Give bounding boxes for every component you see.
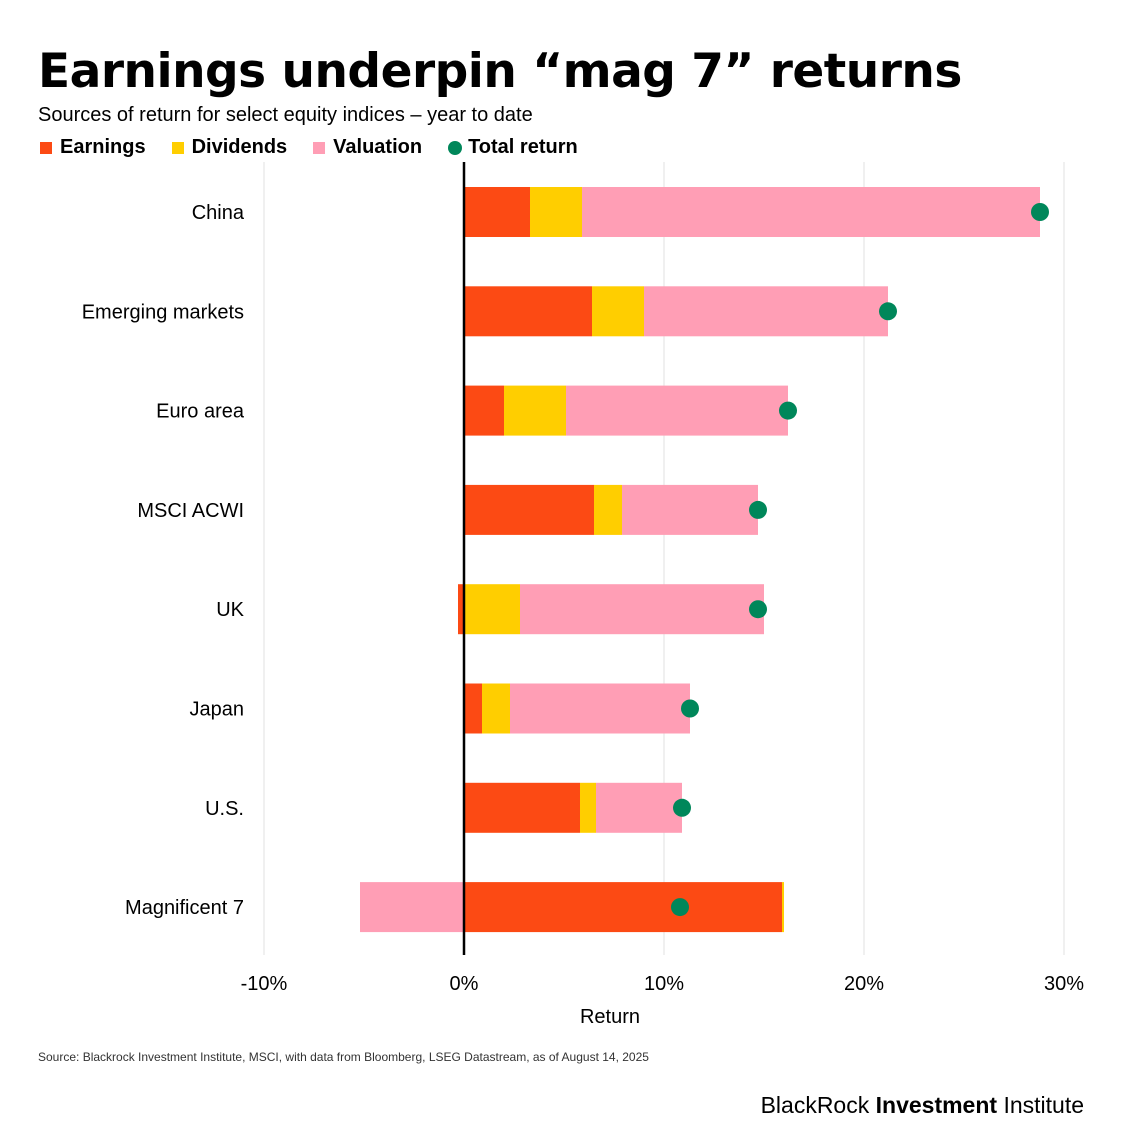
bar-earnings	[464, 683, 482, 734]
legend-label-total: Total return	[468, 136, 578, 158]
brand-bold: Investment	[875, 1092, 998, 1118]
bar-dividends	[504, 385, 566, 436]
category-label: China	[192, 202, 245, 224]
total-return-dot	[1031, 203, 1049, 221]
bar-earnings	[464, 385, 504, 436]
total-return-dot	[749, 500, 767, 519]
bar-valuation	[622, 484, 758, 535]
chart-title: Earnings underpin “mag 7” returns	[38, 44, 962, 99]
legend-label-earnings: Earnings	[60, 136, 146, 158]
bar-earnings	[464, 782, 580, 833]
legend-dot-total	[448, 140, 463, 155]
legend-swatch-valuation	[313, 141, 326, 154]
legend-item-valuation: Valuation	[313, 136, 422, 159]
source-note: Source: Blackrock Investment Institute, …	[38, 1050, 649, 1064]
bar-dividends	[580, 782, 596, 833]
total-return-dot	[749, 600, 767, 619]
legend-item-total: Total return	[448, 136, 578, 159]
legend-label-valuation: Valuation	[333, 136, 423, 158]
category-label: Magnificent 7	[125, 897, 244, 919]
legend: Earnings Dividends Valuation Total retur…	[40, 136, 604, 159]
bar-earnings	[464, 286, 592, 337]
category-label: Euro area	[156, 401, 245, 423]
category-label: Japan	[190, 699, 245, 721]
bar-dividends	[782, 882, 784, 933]
x-tick-label: -10%	[241, 973, 288, 995]
category-label: UK	[216, 599, 244, 621]
bar-valuation	[510, 683, 690, 734]
x-tick-label: 0%	[450, 973, 479, 995]
bar-dividends	[530, 187, 582, 237]
bar-earnings	[464, 484, 594, 535]
bar-dividends	[464, 584, 520, 635]
total-return-dot	[681, 699, 699, 718]
brand-suffix: Institute	[1003, 1092, 1084, 1118]
chart-subtitle: Sources of return for select equity indi…	[38, 104, 533, 126]
bar-earnings	[458, 584, 464, 635]
bar-earnings	[464, 187, 530, 237]
category-label: U.S.	[205, 798, 244, 820]
x-tick-label: 20%	[844, 973, 884, 995]
category-label: MSCI ACWI	[137, 500, 244, 522]
category-label: Emerging markets	[82, 301, 244, 323]
bar-dividends	[482, 683, 510, 734]
bar-valuation	[360, 882, 464, 933]
bar-valuation	[566, 385, 788, 436]
legend-swatch-earnings	[40, 141, 52, 154]
bar-valuation	[644, 286, 888, 337]
x-tick-label: 10%	[644, 973, 684, 995]
bar-valuation	[520, 584, 764, 635]
brand-prefix: BlackRock	[760, 1092, 870, 1118]
legend-swatch-dividends	[171, 141, 184, 154]
brand-logo: BlackRock Investment Institute	[761, 1092, 1084, 1119]
x-axis-title: Return	[580, 1006, 640, 1028]
legend-item-earnings: Earnings	[40, 136, 146, 159]
bar-valuation	[582, 187, 1040, 237]
total-return-dot	[671, 898, 689, 917]
total-return-dot	[673, 798, 691, 817]
bar-valuation	[596, 782, 682, 833]
total-return-dot	[879, 302, 897, 321]
bar-earnings	[464, 882, 782, 933]
bar-dividends	[594, 484, 622, 535]
legend-item-dividends: Dividends	[171, 136, 288, 159]
bar-dividends	[592, 286, 644, 337]
x-tick-label: 30%	[1044, 973, 1084, 995]
total-return-dot	[779, 401, 797, 420]
legend-label-dividends: Dividends	[191, 136, 288, 158]
